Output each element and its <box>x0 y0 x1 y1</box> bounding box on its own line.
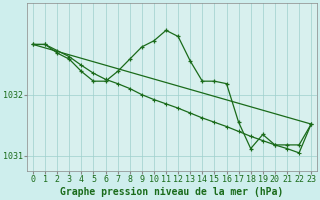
X-axis label: Graphe pression niveau de la mer (hPa): Graphe pression niveau de la mer (hPa) <box>60 187 284 197</box>
